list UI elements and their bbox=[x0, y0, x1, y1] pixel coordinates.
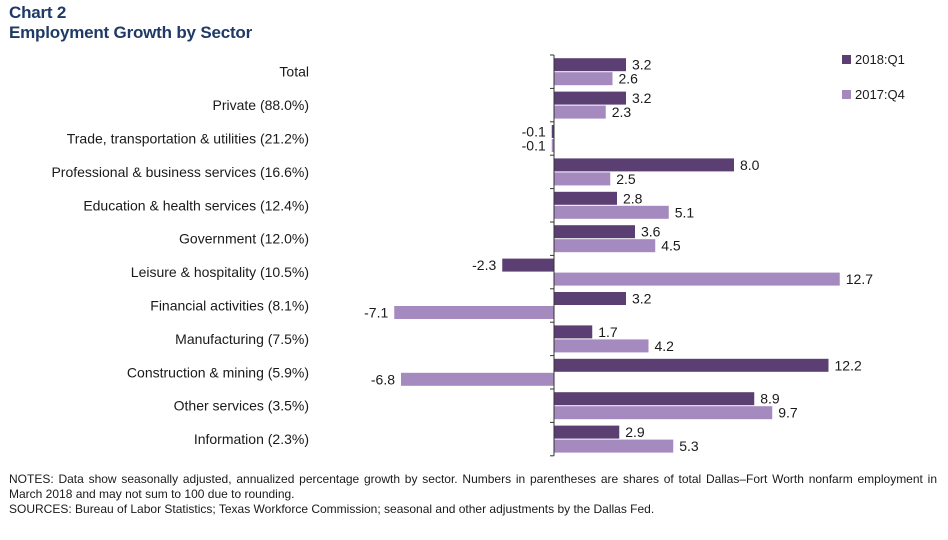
bar-2018q1 bbox=[554, 191, 617, 205]
bar-2018q1 bbox=[554, 392, 755, 406]
chart-title: Employment Growth by Sector bbox=[9, 23, 253, 42]
legend: 2018:Q1 2017:Q4 bbox=[842, 52, 905, 102]
legend-label: 2018:Q1 bbox=[855, 52, 905, 67]
data-label: 12.2 bbox=[835, 357, 862, 373]
bar-2017q4 bbox=[554, 172, 611, 186]
category-label: Construction & mining (5.9%) bbox=[127, 364, 309, 380]
bar-chart: Total Private (88.0%) Trade, transportatio… bbox=[51, 52, 905, 457]
data-label: -7.1 bbox=[364, 305, 388, 321]
legend-swatch bbox=[842, 55, 851, 64]
category-label: Trade, transportation & utilities (21.2%… bbox=[67, 131, 309, 147]
chart-number-label: Chart 2 bbox=[9, 3, 67, 22]
category-label: Professional & business services (16.6%) bbox=[51, 164, 309, 180]
category-label: Government (12.0%) bbox=[179, 231, 309, 247]
data-label: 3.2 bbox=[632, 57, 652, 73]
data-label: 2.5 bbox=[616, 171, 636, 187]
data-label: 4.2 bbox=[655, 338, 675, 354]
bar-2018q1 bbox=[554, 158, 734, 172]
bar-2017q4 bbox=[554, 272, 840, 286]
bar-2018q1 bbox=[554, 91, 626, 105]
data-label: 8.9 bbox=[760, 391, 780, 407]
bar-2017q4 bbox=[554, 72, 613, 86]
data-label: 5.3 bbox=[679, 438, 699, 454]
data-label: 3.6 bbox=[641, 224, 661, 240]
data-label: 2.9 bbox=[625, 424, 645, 440]
bar-2018q1 bbox=[554, 358, 829, 372]
notes-block: NOTES: Data show seasonally adjusted, an… bbox=[9, 472, 937, 517]
sources-text: SOURCES: Bureau of Labor Statistics; Tex… bbox=[9, 502, 655, 516]
bar-2018q1 bbox=[554, 225, 635, 239]
category-label: Other services (3.5%) bbox=[174, 398, 309, 414]
data-label: -2.3 bbox=[472, 257, 496, 273]
data-label: 2.6 bbox=[619, 71, 639, 87]
bar-2018q1 bbox=[554, 425, 620, 439]
category-label: Private (88.0%) bbox=[213, 97, 309, 113]
bar-2017q4 bbox=[554, 339, 649, 353]
data-label: 5.1 bbox=[675, 204, 695, 220]
category-label: Total bbox=[279, 64, 309, 80]
data-label: 1.7 bbox=[598, 324, 618, 340]
data-label: -0.1 bbox=[522, 124, 546, 140]
bar-2017q4 bbox=[554, 205, 669, 219]
value-labels: 3.22.63.22.3-0.1-0.18.02.52.85.13.64.5-2… bbox=[364, 57, 873, 454]
data-label: -6.8 bbox=[371, 371, 395, 387]
data-label: 3.2 bbox=[632, 291, 652, 307]
category-labels: Total Private (88.0%) Trade, transportatio… bbox=[51, 64, 309, 447]
zero-axis bbox=[550, 54, 555, 457]
legend-label: 2017:Q4 bbox=[855, 87, 905, 102]
bar-2017q4 bbox=[554, 239, 656, 253]
bar-2018q1 bbox=[554, 292, 626, 305]
data-label: 4.5 bbox=[661, 238, 681, 254]
bar-2017q4 bbox=[401, 372, 554, 386]
bars-group bbox=[394, 58, 840, 453]
data-label: 8.0 bbox=[740, 157, 760, 173]
bar-2017q4 bbox=[554, 406, 773, 420]
data-label: -0.1 bbox=[522, 138, 546, 154]
category-label: Manufacturing (7.5%) bbox=[175, 331, 309, 347]
category-label: Education & health services (12.4%) bbox=[83, 197, 309, 213]
bar-2017q4 bbox=[394, 306, 554, 319]
data-label: 2.8 bbox=[623, 190, 643, 206]
bar-2017q4 bbox=[554, 105, 606, 119]
bar-2017q4 bbox=[551, 139, 554, 152]
chart-title-block: Chart 2 Employment Growth by Sector bbox=[9, 3, 252, 43]
data-label: 9.7 bbox=[778, 405, 798, 421]
data-label: 2.3 bbox=[612, 104, 632, 120]
category-label: Leisure & hospitality (10.5%) bbox=[131, 264, 309, 280]
category-label: Information (2.3%) bbox=[194, 431, 309, 447]
bar-2018q1 bbox=[554, 325, 593, 339]
bar-2018q1 bbox=[502, 258, 554, 272]
bar-2017q4 bbox=[554, 439, 674, 453]
data-label: 3.2 bbox=[632, 90, 652, 106]
legend-swatch bbox=[842, 90, 851, 99]
bar-2018q1 bbox=[551, 125, 554, 138]
data-label: 12.7 bbox=[846, 271, 873, 287]
notes-text: NOTES: Data show seasonally adjusted, an… bbox=[9, 472, 937, 501]
bar-2018q1 bbox=[554, 58, 626, 72]
category-label: Financial activities (8.1%) bbox=[150, 298, 309, 314]
